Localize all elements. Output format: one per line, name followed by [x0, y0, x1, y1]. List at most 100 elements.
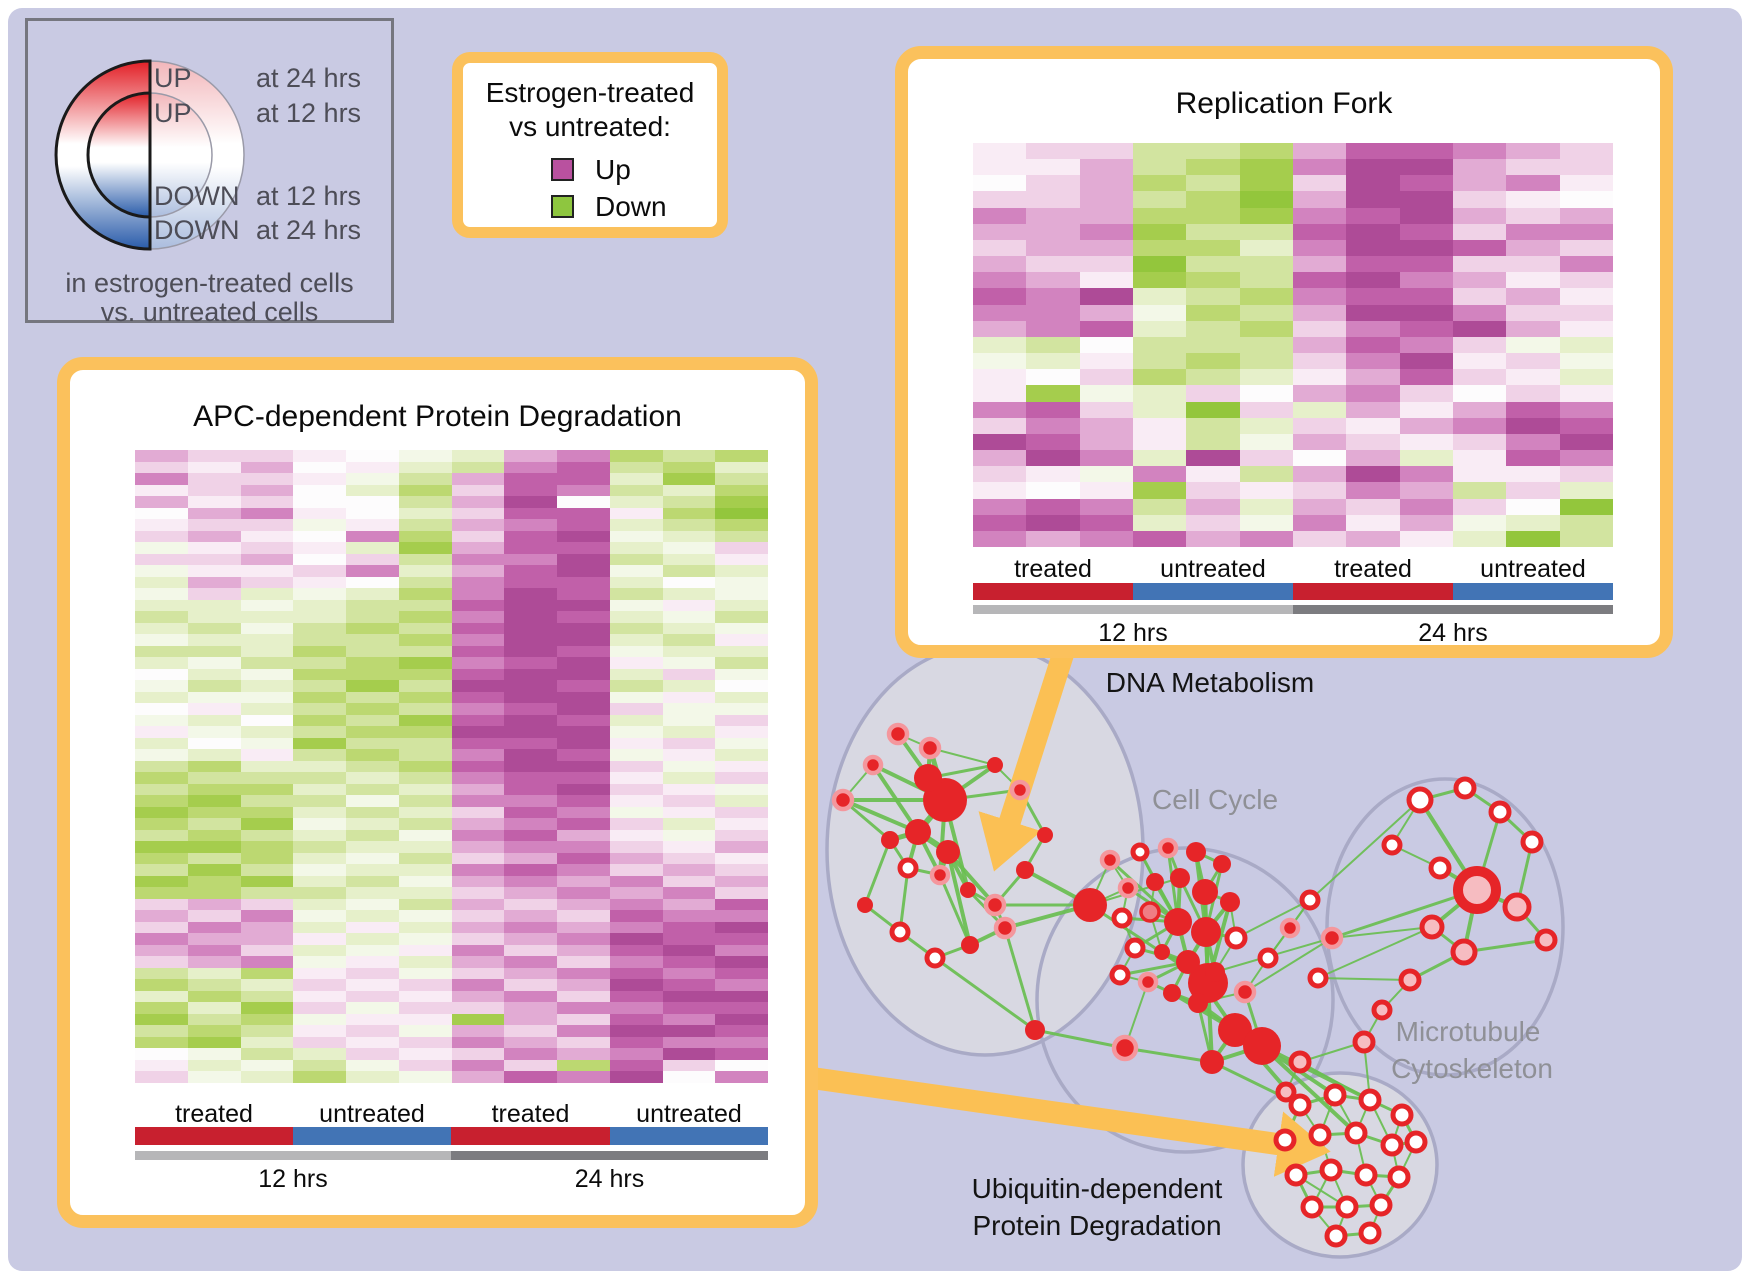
network-node: [1025, 1020, 1045, 1040]
network-node: [1319, 1158, 1343, 1182]
network-node: [1299, 889, 1321, 911]
network-edge: [1033, 1028, 1127, 1050]
network-node: [1369, 1193, 1393, 1217]
network-node: [1453, 776, 1477, 800]
network-node: [1186, 842, 1206, 862]
network-node: [1137, 971, 1159, 993]
network-node: [1380, 1133, 1404, 1157]
network-node: [1453, 866, 1501, 914]
network-edge: [1330, 888, 1479, 940]
cluster-label: Cell Cycle: [1151, 784, 1279, 815]
network-node: [1323, 1083, 1347, 1107]
network-node: [1243, 1027, 1281, 1065]
apc-12hrs-bar: [135, 1151, 451, 1160]
network-node: [857, 897, 873, 913]
network-node: [1275, 1081, 1297, 1103]
color-legend-title-line1: Estrogen-treated: [485, 77, 695, 108]
legend-up-12: UP: [154, 98, 192, 128]
apc-untreated-bar-12: [293, 1127, 451, 1145]
apc-24hrs-label: 24 hrs: [574, 1165, 645, 1193]
network-node: [1387, 1165, 1411, 1189]
network-node: [1176, 950, 1200, 974]
updown-color-legend: Estrogen-treated vs untreated: Up Down: [452, 52, 728, 238]
rf-group-label-2: untreated: [1160, 555, 1266, 583]
cluster-label: Ubiquitin-dependent: [971, 1173, 1223, 1204]
network-node: [1488, 800, 1512, 824]
network-edge: [898, 866, 910, 934]
rf-panel-title: Replication Fork: [1175, 87, 1393, 120]
network-node: [1404, 1130, 1428, 1154]
network-node: [1279, 917, 1301, 939]
legend-up-24-time: at 24 hrs: [256, 63, 362, 93]
network-edge: [871, 763, 920, 834]
network-node: [1288, 1093, 1312, 1117]
rf-untreated-bar-12: [1133, 583, 1293, 600]
network-node: [1213, 855, 1231, 873]
network-node: [1139, 901, 1161, 923]
cluster-label: Protein Degradation: [972, 1210, 1222, 1241]
apc-heatmap: [135, 450, 768, 1083]
rf-untreated-bar-24: [1453, 583, 1613, 600]
network-node: [862, 754, 884, 776]
network-node: [1257, 947, 1279, 969]
cluster-ellipse-microtubule: [1325, 777, 1565, 1077]
concentric-updown-glyph: [54, 59, 245, 251]
rf-group-label-3: treated: [1334, 555, 1412, 583]
network-node: [1164, 908, 1192, 936]
network-node: [1534, 928, 1558, 952]
network-node: [831, 788, 855, 812]
network-node: [1111, 1034, 1139, 1062]
network-node: [1224, 926, 1248, 950]
network-node: [1191, 917, 1221, 947]
network-node: [1130, 842, 1150, 862]
rf-group-label-4: untreated: [1480, 555, 1586, 583]
replication-fork-panel: Replication Fork treated untreated treat…: [895, 46, 1673, 658]
legend-down-24: DOWN: [154, 215, 240, 245]
legend-footer-line1: in estrogen-treated cells: [65, 268, 354, 298]
rf-heatmap: [973, 143, 1613, 547]
network-node: [1398, 968, 1422, 992]
network-node: [1200, 1050, 1224, 1074]
network-node: [1009, 779, 1031, 801]
network-edge: [938, 873, 972, 947]
rf-treated-bar-12: [973, 583, 1133, 600]
network-edge: [1260, 1044, 1358, 1135]
down-label: Down: [595, 191, 667, 222]
direction-legend: UP at 24 hrs UP at 12 hrs DOWN at 12 hrs…: [25, 18, 394, 327]
network-edge: [1309, 799, 1421, 901]
rf-treated-bar-24: [1293, 583, 1453, 600]
network-node: [1109, 964, 1131, 986]
network-node: [1154, 944, 1170, 960]
network-edge: [1331, 926, 1433, 939]
network-node: [961, 936, 979, 954]
rf-group-label-1: treated: [1014, 555, 1092, 583]
inner-half-vivid: [86, 91, 152, 219]
network-edge: [933, 956, 1037, 1032]
network-node: [918, 736, 942, 760]
network-node: [1099, 849, 1121, 871]
network-edge: [1123, 1046, 1214, 1064]
network-node: [936, 840, 960, 864]
legend-up-24: UP: [154, 63, 192, 93]
network-node: [1218, 1013, 1252, 1047]
network-node: [1124, 937, 1146, 959]
network-node: [993, 916, 1017, 940]
network-node: [914, 764, 942, 792]
network-node: [1288, 1050, 1312, 1074]
network-edge: [1462, 938, 1548, 954]
legend-down-12-time: at 12 hrs: [256, 181, 362, 211]
network-node: [960, 882, 976, 898]
network-edge: [1003, 926, 1037, 1032]
network-node: [1163, 984, 1181, 1002]
network-node: [1428, 856, 1452, 880]
network-node: [905, 819, 931, 845]
network-node: [1016, 861, 1034, 879]
network-node: [1205, 962, 1225, 982]
network-node: [1358, 1221, 1382, 1245]
apc-group-label-1: treated: [175, 1100, 253, 1128]
network-node: [897, 857, 919, 879]
network-edge: [863, 838, 892, 907]
apc-panel-title: APC-dependent Protein Degradation: [193, 400, 682, 433]
